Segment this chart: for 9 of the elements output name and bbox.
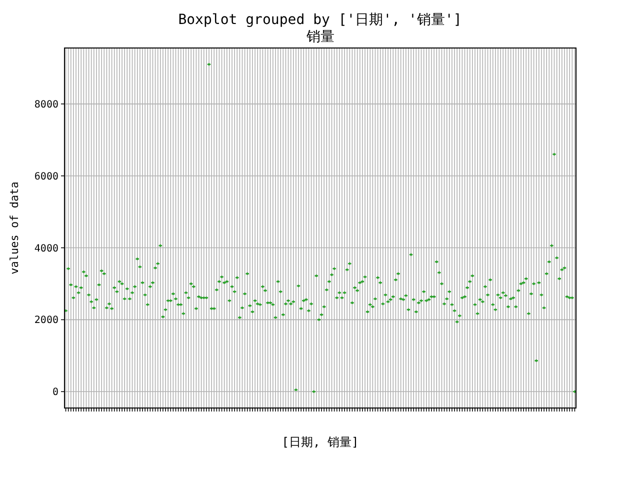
chart-title: Boxplot grouped by ['日期', '销量'] xyxy=(178,12,462,28)
y-axis-title: values of data xyxy=(8,182,21,274)
y-tick-label: 2000 xyxy=(34,315,58,326)
y-tick-label: 6000 xyxy=(34,171,58,182)
y-tick-label: 4000 xyxy=(34,243,58,254)
y-tick-label: 8000 xyxy=(34,99,58,110)
chart-subtitle: 销量 xyxy=(305,29,334,45)
y-tick-label: 0 xyxy=(52,387,58,398)
x-axis-title: [日期, 销量] xyxy=(282,435,359,449)
